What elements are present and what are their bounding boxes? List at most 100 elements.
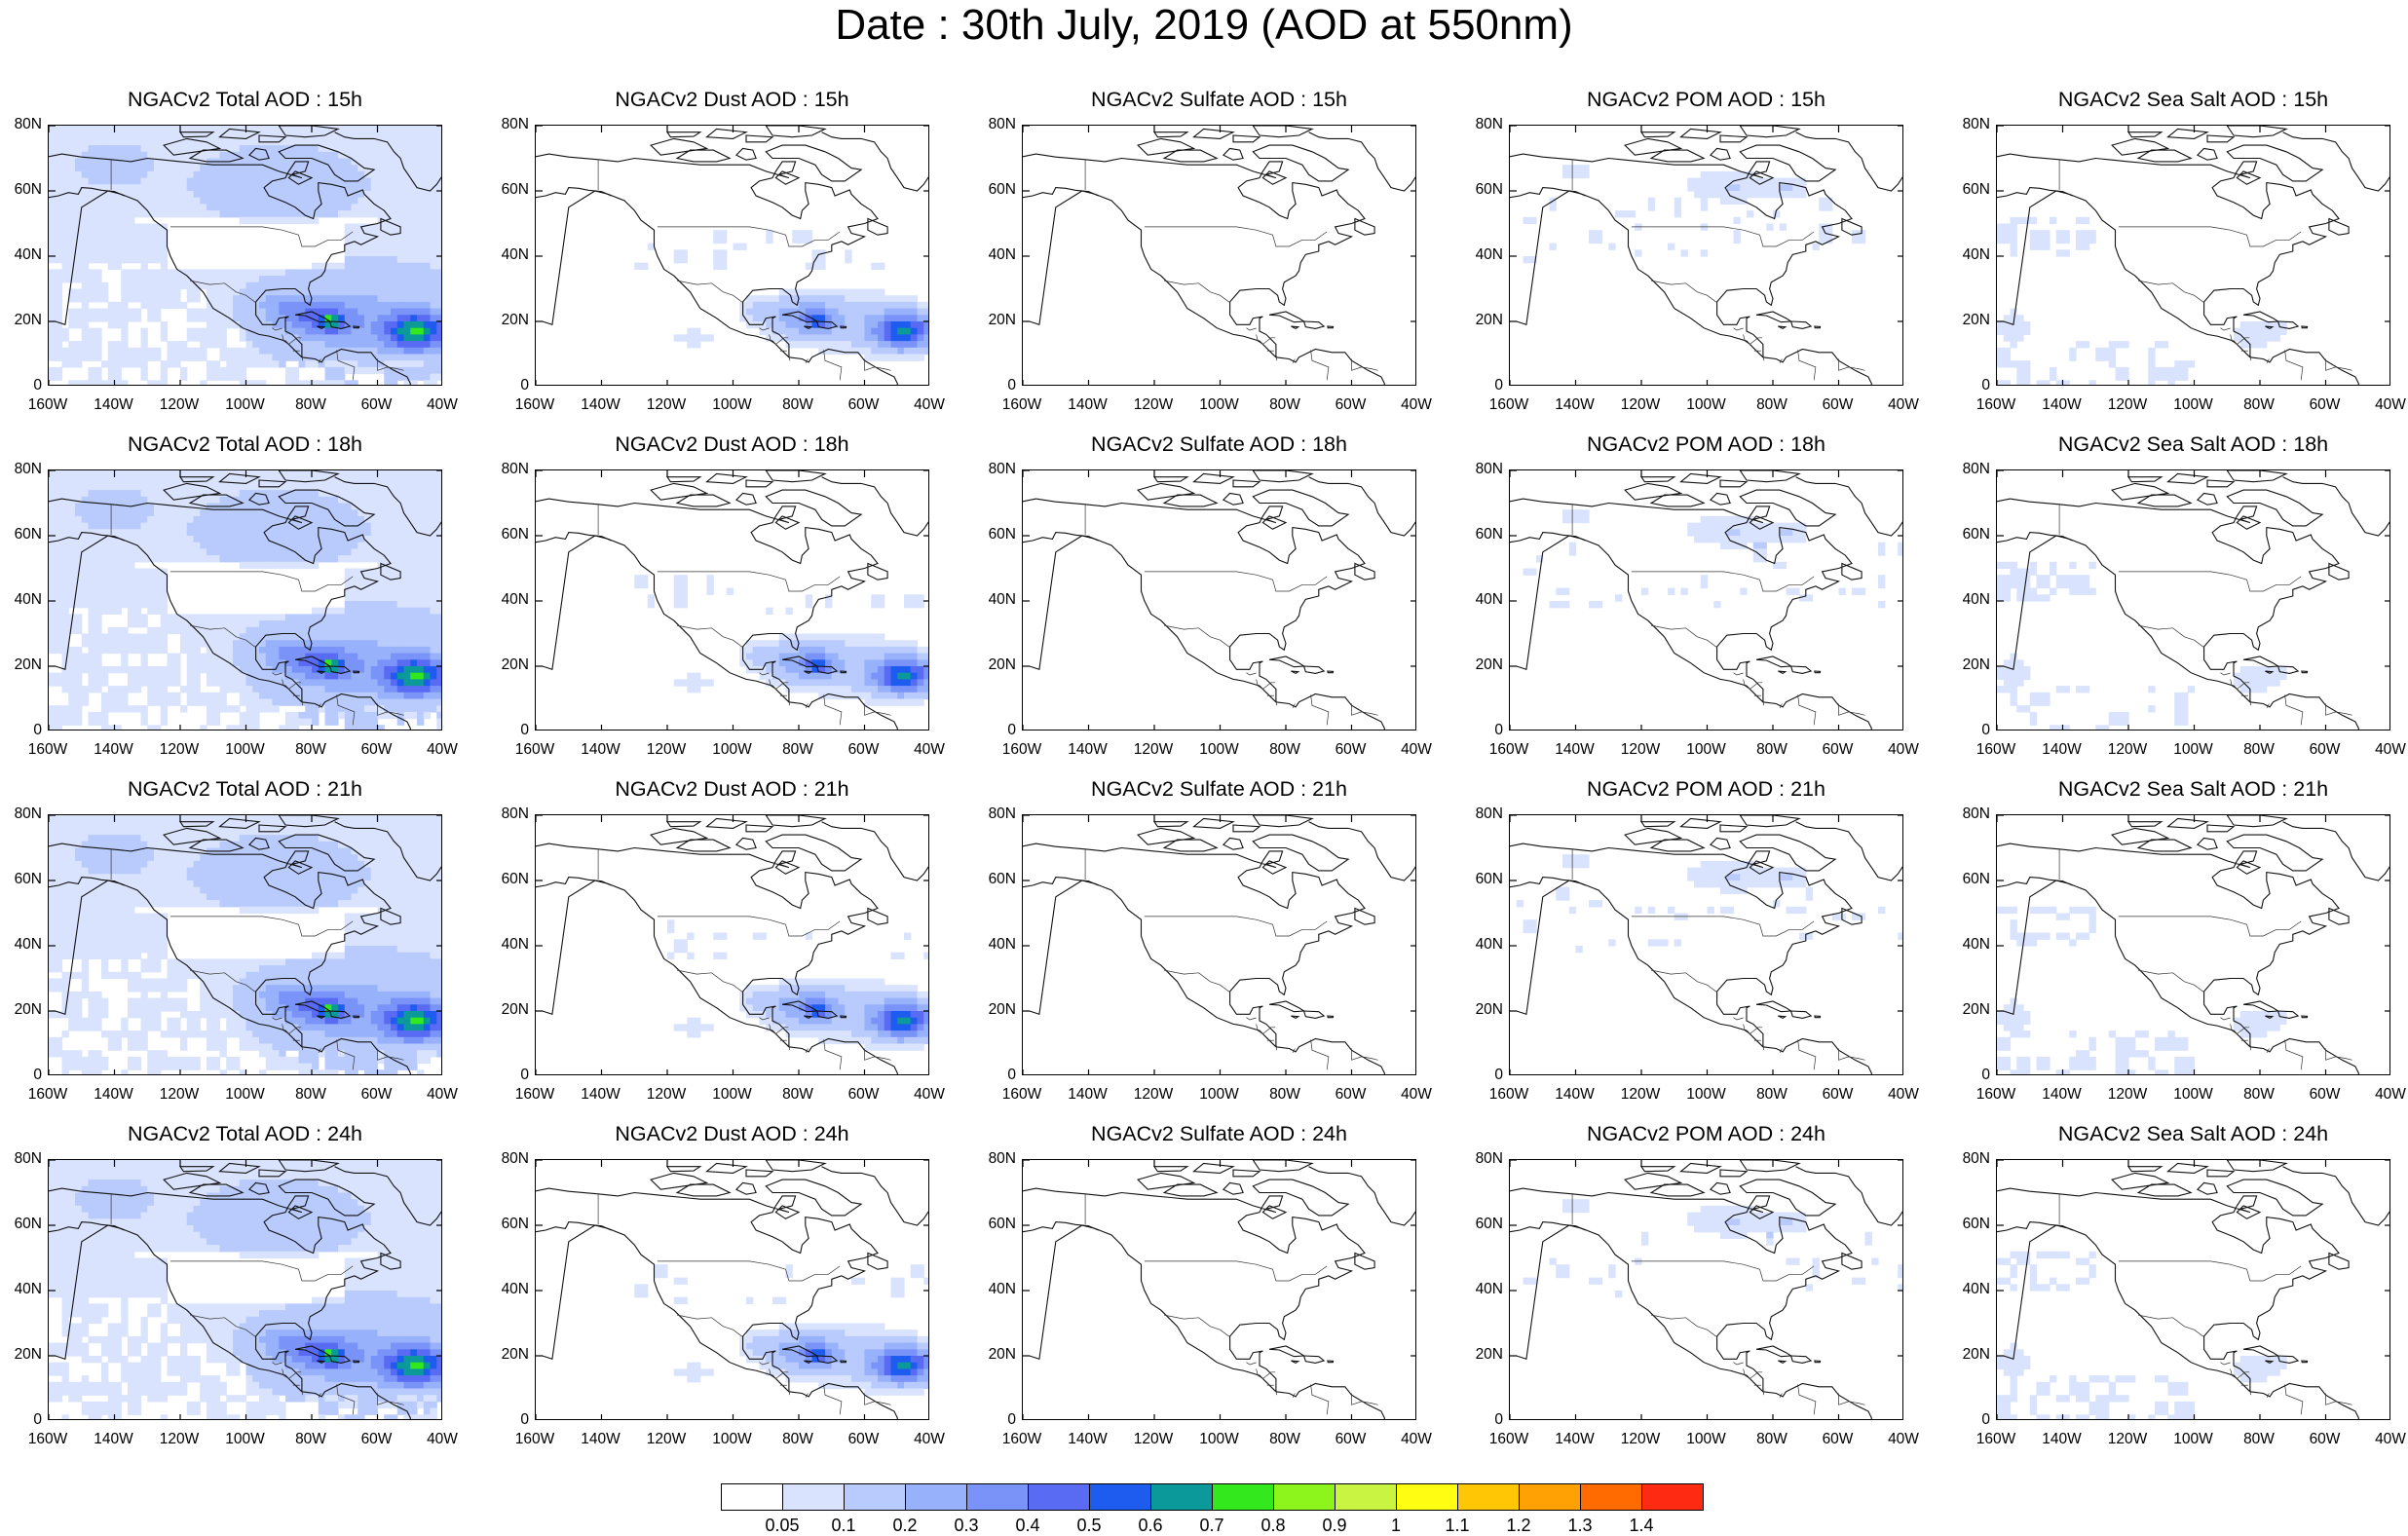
aod-cell <box>226 529 233 536</box>
lat-tick-label: 40N <box>0 592 42 608</box>
aod-cell <box>128 477 134 484</box>
aod-cell <box>431 295 437 302</box>
aod-cell <box>436 516 442 523</box>
aod-cell <box>134 679 141 686</box>
aod-cell <box>94 627 101 634</box>
aod-cell <box>134 523 141 530</box>
aod-cell <box>357 719 364 726</box>
aod-cell <box>194 523 201 530</box>
aod-cell <box>115 374 122 381</box>
aod-cell <box>128 276 134 282</box>
aod-cell <box>68 224 75 231</box>
aod-cell <box>128 490 134 497</box>
aod-cell <box>1687 184 1694 191</box>
aod-cell <box>213 367 220 374</box>
aod-cell <box>1701 171 1708 178</box>
aod-cell <box>431 171 437 178</box>
aod-cell <box>839 334 846 341</box>
aod-cell <box>75 483 82 490</box>
aod-cell <box>259 341 266 348</box>
border-line <box>1744 334 1763 344</box>
aod-cell <box>56 509 62 516</box>
aod-cell <box>68 315 75 321</box>
aod-cell <box>147 725 154 731</box>
aod-cell <box>891 295 898 302</box>
aod-cell <box>911 295 918 302</box>
aod-cell <box>338 470 345 477</box>
aod-cell <box>128 256 134 263</box>
aod-cell <box>68 548 75 555</box>
aod-cell <box>94 328 101 335</box>
aod-cell <box>213 497 220 504</box>
aod-cell <box>246 360 253 367</box>
aod-cell <box>266 614 273 620</box>
aod-cell <box>378 126 385 132</box>
island-outline <box>1194 129 1234 138</box>
aod-cell <box>384 588 391 595</box>
aod-cell <box>68 581 75 588</box>
aod-cell <box>391 295 397 302</box>
aod-cell <box>101 548 108 555</box>
aod-cell <box>134 126 141 132</box>
aod-cell <box>101 138 108 145</box>
aod-cell <box>187 309 194 316</box>
aod-cell <box>884 341 891 348</box>
aod-cell <box>352 555 358 562</box>
aod-cell <box>134 355 141 361</box>
aod-cell <box>331 536 338 543</box>
aod-cell <box>108 640 115 647</box>
aod-cell <box>285 302 292 309</box>
aod-cell <box>101 244 108 250</box>
aod-cell <box>2063 380 2070 386</box>
aod-cell <box>352 341 358 348</box>
aod-cell <box>404 620 411 627</box>
aod-cell <box>897 355 904 361</box>
lon-tick-label: 60W <box>348 742 406 758</box>
aod-cell <box>364 178 371 185</box>
aod-cell <box>285 191 292 198</box>
aod-cell <box>68 191 75 198</box>
aod-cell <box>417 581 424 588</box>
aod-cell <box>89 191 95 198</box>
aod-cell <box>338 380 345 386</box>
aod-cell <box>431 497 437 504</box>
aod-cell <box>292 380 299 386</box>
aod-cell <box>371 309 378 316</box>
aod-cell <box>292 666 299 673</box>
map-frame <box>1996 125 2390 386</box>
aod-cell <box>410 289 417 296</box>
aod-cell <box>292 686 299 693</box>
aod-cell <box>226 309 233 316</box>
aod-cell <box>391 178 397 185</box>
aod-cell <box>436 666 442 673</box>
aod-cell <box>259 348 266 355</box>
aod-cell <box>226 171 233 178</box>
aod-cell <box>154 516 161 523</box>
aod-cell <box>147 477 154 484</box>
aod-cell <box>397 184 404 191</box>
aod-cell <box>108 374 115 381</box>
aod-cell <box>431 355 437 361</box>
aod-cell <box>101 360 108 367</box>
aod-cell <box>2004 380 2011 386</box>
aod-cell <box>851 295 858 302</box>
aod-cell <box>410 608 417 615</box>
aod-cell <box>424 315 431 321</box>
aod-cell <box>884 328 891 335</box>
aod-cell <box>292 217 299 224</box>
aod-cell <box>431 217 437 224</box>
aod-cell <box>2004 355 2011 361</box>
aod-cell <box>378 666 385 673</box>
aod-cell <box>56 282 62 289</box>
aod-cell <box>134 470 141 477</box>
aod-cell <box>299 321 306 328</box>
aod-cell <box>305 614 312 620</box>
aod-cell <box>161 529 168 536</box>
aod-cell <box>845 309 851 316</box>
aod-cell <box>259 497 266 504</box>
aod-cell <box>904 302 911 309</box>
aod-cell <box>200 315 207 321</box>
aod-cell <box>213 276 220 282</box>
aod-cell <box>371 548 378 555</box>
aod-cell <box>911 594 918 601</box>
